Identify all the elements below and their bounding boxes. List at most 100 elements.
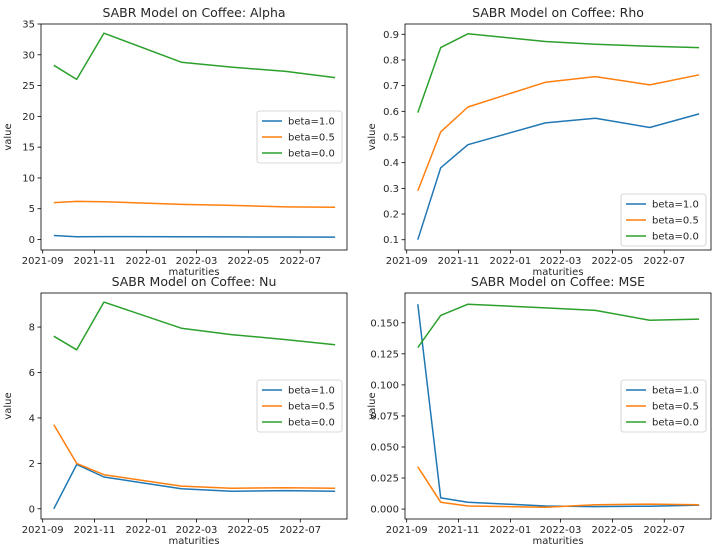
x-tick-label: 2021-09 <box>386 525 428 536</box>
plot-frame <box>40 292 348 520</box>
legend-box <box>620 193 707 247</box>
legend-label: beta=0.0 <box>288 149 335 160</box>
legend-label: beta=0.0 <box>652 418 699 429</box>
legend-label: beta=0.5 <box>652 402 699 413</box>
y-tick-label: 20 <box>22 112 35 123</box>
plot-frame <box>40 23 348 251</box>
y-tick-label: 0.9 <box>383 30 399 41</box>
series-line-beta=0.5 <box>417 466 700 508</box>
legend-label: beta=0.0 <box>652 232 699 243</box>
legend-label: beta=1.0 <box>652 386 699 397</box>
x-tick-label: 2022-03 <box>540 525 582 536</box>
x-tick-label: 2022-03 <box>540 256 582 267</box>
legend: beta=1.0 beta=0.5 beta=0.0 <box>620 193 707 247</box>
x-tick-label: 2022-05 <box>228 525 270 536</box>
series-line-beta=0.0 <box>417 33 700 113</box>
series-line-beta=0.0 <box>417 303 700 349</box>
x-tick-label: 2021-11 <box>438 256 480 267</box>
y-tick-label: 0.150 <box>370 318 399 329</box>
series-line-beta=1.0 <box>53 463 336 510</box>
y-tick-label: 0.4 <box>383 158 399 169</box>
y-axis-label: value <box>367 392 378 419</box>
y-tick-label: 0.1 <box>383 235 399 246</box>
x-tick-label: 2022-07 <box>279 525 321 536</box>
series-line-beta=0.5 <box>53 200 336 208</box>
chart-panel-4: SABR Model on Coffee: MSE 0.000 0.025 0.050… <box>367 274 712 547</box>
y-tick-label: 0 <box>29 235 35 246</box>
plot-frame <box>404 292 712 520</box>
chart-panel-1: SABR Model on Coffee: Alpha 0 5 10 15 20 25 30 3… <box>3 5 348 278</box>
series-line-beta=1.0 <box>417 113 700 240</box>
x-axis-label: maturities <box>168 536 219 547</box>
y-tick-label: 0.3 <box>383 184 399 195</box>
legend-label: beta=0.5 <box>288 402 335 413</box>
series-line-beta=0.0 <box>53 32 336 81</box>
x-tick-label: 2021-11 <box>74 525 116 536</box>
x-tick-label: 2022-07 <box>643 256 685 267</box>
y-tick-label: 0.125 <box>370 349 399 360</box>
y-tick-label: 0.2 <box>383 210 399 221</box>
legend-label: beta=0.0 <box>288 418 335 429</box>
x-tick-label: 2021-11 <box>438 525 480 536</box>
x-tick-label: 2022-05 <box>592 525 634 536</box>
y-tick-label: 8 <box>29 323 35 334</box>
x-tick-label: 2022-01 <box>126 525 168 536</box>
chart-panel-3: SABR Model on Coffee: Nu 0 2 4 6 8 2021-09 2021… <box>3 274 348 547</box>
x-tick-label: 2021-09 <box>22 256 64 267</box>
series-line-beta=0.0 <box>53 301 336 351</box>
plot-frame <box>404 23 712 251</box>
x-tick-label: 2022-01 <box>490 256 532 267</box>
x-tick-label: 2022-03 <box>176 525 218 536</box>
series-line-beta=1.0 <box>417 304 700 508</box>
y-tick-label: 25 <box>22 81 35 92</box>
chart-title: SABR Model on Coffee: Rho <box>472 5 644 20</box>
legend: beta=1.0 beta=0.5 beta=0.0 <box>256 379 343 433</box>
y-axis-label: value <box>367 123 378 150</box>
legend-label: beta=1.0 <box>288 386 335 397</box>
x-axis-label: maturities <box>532 267 583 278</box>
legend-box <box>256 379 343 433</box>
chart-title: SABR Model on Coffee: Alpha <box>102 5 285 20</box>
y-tick-label: 0.8 <box>383 55 399 66</box>
y-tick-label: 0.6 <box>383 107 399 118</box>
chart-panel-2: SABR Model on Coffee: Rho 0.1 0.2 0.3 0.4 0.5… <box>367 5 712 278</box>
x-tick-label: 2022-07 <box>643 525 685 536</box>
x-tick-label: 2022-03 <box>176 256 218 267</box>
series-line-beta=0.5 <box>417 74 700 192</box>
chart-title: SABR Model on Coffee: MSE <box>471 274 645 289</box>
x-axis-label: maturities <box>532 536 583 547</box>
y-tick-label: 0.025 <box>370 474 399 485</box>
x-tick-label: 2022-05 <box>228 256 270 267</box>
y-tick-label: 0.5 <box>383 133 399 144</box>
legend-box <box>620 379 707 433</box>
legend-label: beta=0.5 <box>288 133 335 144</box>
series-line-beta=0.5 <box>53 424 336 490</box>
x-tick-label: 2022-07 <box>279 256 321 267</box>
y-tick-label: 30 <box>22 50 35 61</box>
y-tick-label: 4 <box>29 413 35 424</box>
y-axis-label: value <box>3 123 14 150</box>
y-tick-label: 6 <box>29 368 35 379</box>
y-tick-label: 0.7 <box>383 81 399 92</box>
legend-label: beta=0.5 <box>652 216 699 227</box>
y-tick-label: 0.075 <box>370 411 399 422</box>
series-line-beta=1.0 <box>53 234 336 238</box>
legend-box <box>256 110 343 164</box>
y-tick-label: 2 <box>29 459 35 470</box>
y-tick-label: 15 <box>22 143 35 154</box>
y-tick-label: 0.000 <box>370 505 399 516</box>
y-axis-label: value <box>3 392 14 419</box>
x-tick-label: 2021-09 <box>386 256 428 267</box>
x-axis-label: maturities <box>168 267 219 278</box>
legend: beta=1.0 beta=0.5 beta=0.0 <box>256 110 343 164</box>
y-tick-label: 5 <box>29 204 35 215</box>
x-tick-label: 2022-01 <box>490 525 532 536</box>
y-tick-label: 10 <box>22 173 35 184</box>
x-tick-label: 2022-01 <box>126 256 168 267</box>
x-tick-label: 2021-09 <box>22 525 64 536</box>
y-tick-label: 35 <box>22 20 35 31</box>
x-tick-label: 2021-11 <box>74 256 116 267</box>
y-tick-label: 0.100 <box>370 380 399 391</box>
x-tick-label: 2022-05 <box>592 256 634 267</box>
